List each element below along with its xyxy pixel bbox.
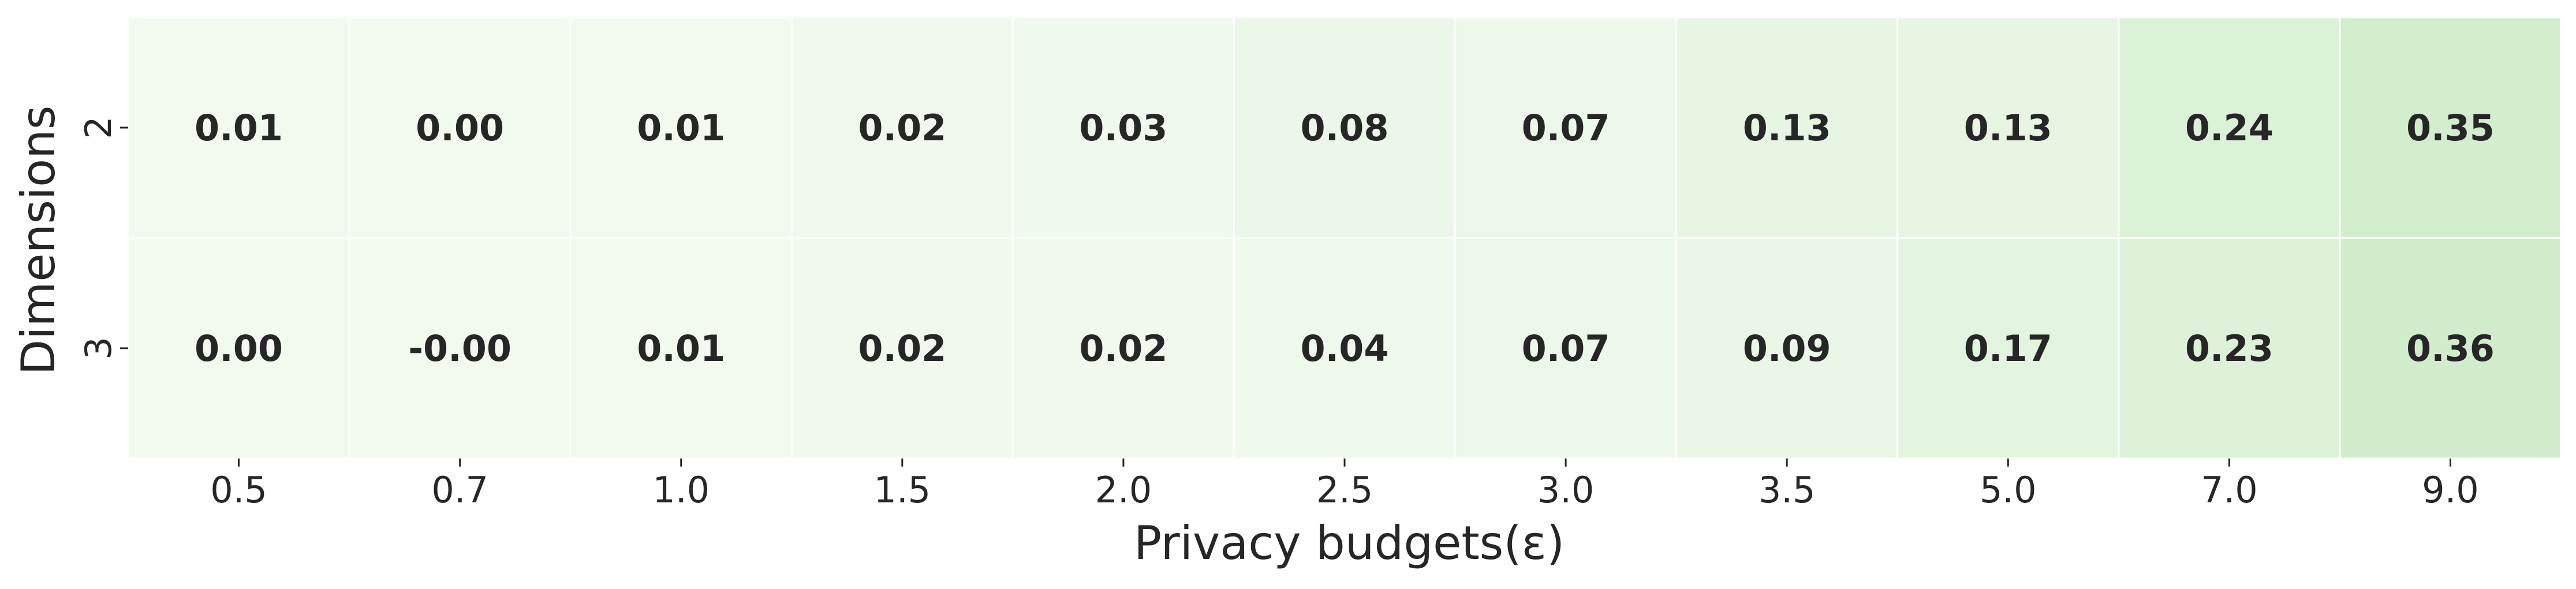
x-tick-label: 1.0: [652, 469, 710, 511]
heatmap-cell-value: 0.08: [1301, 107, 1389, 149]
heatmap-cell-value: 0.01: [637, 107, 725, 149]
heatmap-cell-value: 0.01: [637, 327, 725, 370]
heatmap-cell: [1896, 237, 2120, 460]
heatmap-cell: [1011, 237, 1235, 460]
heatmap-cell: [348, 237, 572, 460]
x-tick-label: 1.5: [874, 469, 931, 511]
heatmap-cell-value: 0.07: [1522, 107, 1610, 149]
x-tick-label: 5.0: [1980, 469, 2037, 511]
heatmap-cell: [348, 16, 572, 239]
x-axis-label: Privacy budgets(ε): [1134, 516, 1565, 570]
heatmap-cell-value: 0.02: [1079, 327, 1167, 370]
heatmap-cell-value: 0.00: [416, 107, 504, 149]
y-tick-label: 2: [77, 116, 120, 139]
heatmap-cell-value: 0.00: [195, 327, 283, 370]
x-tick-label: 3.0: [1537, 469, 1595, 511]
x-tick-label: 9.0: [2422, 469, 2479, 511]
y-axis-label: Dimensions: [12, 106, 65, 375]
heatmap-cell-value: 0.09: [1743, 327, 1831, 370]
heatmap-cell-value: 0.07: [1522, 327, 1610, 370]
heatmap-cell: [569, 237, 793, 460]
heatmap-cell-value: 0.13: [1743, 107, 1831, 149]
heatmap-cell: [127, 16, 350, 239]
heatmap-cell: [790, 237, 1014, 460]
heatmap-cell-value: 0.24: [2185, 107, 2273, 149]
heatmap-cell-value: 0.23: [2185, 327, 2273, 370]
x-tick-label: 7.0: [2201, 469, 2258, 511]
heatmap-cell-labels: 0.01 0.00 0.01 0.02 0.03 0.08 0.07 0.13 0.13 0.24…: [195, 107, 2495, 370]
x-tick-label: 2.5: [1316, 469, 1373, 511]
x-tick-label: 3.5: [1759, 469, 1816, 511]
heatmap-cell: [1233, 237, 1457, 460]
x-axis-ticks: 0.5 0.7 1.0 1.5 2.0 2.5 3.0 3.5 5.0 7.0 9.0: [210, 458, 2479, 511]
heatmap-cell: [1011, 16, 1235, 239]
heatmap-cell-value: -0.00: [408, 327, 512, 370]
heatmap-cell-value: 0.17: [1964, 327, 2052, 370]
y-tick-label: 3: [77, 337, 120, 359]
heatmap-cell-value: 0.13: [1964, 107, 2052, 149]
heatmap-cell: [2339, 237, 2562, 460]
heatmap-cell: [2118, 237, 2341, 460]
x-tick-label: 0.7: [431, 469, 488, 511]
heatmap-cell: [2118, 16, 2341, 239]
heatmap-cell-value: 0.02: [858, 327, 946, 370]
heatmap-cell: [1233, 16, 1457, 239]
heatmap-cell: [2339, 16, 2562, 239]
heatmap-cell: [569, 16, 793, 239]
heatmap-cell-value: 0.02: [858, 107, 946, 149]
heatmap-cell: [790, 16, 1014, 239]
heatmap-cells: [127, 16, 2562, 460]
heatmap-cell: [1675, 16, 1899, 239]
heatmap-cell-value: 0.03: [1079, 107, 1167, 149]
heatmap-cell: [1675, 237, 1899, 460]
x-tick-label: 2.0: [1095, 469, 1152, 511]
heatmap-cell: [127, 237, 350, 460]
heatmap-cell-value: 0.35: [2406, 107, 2495, 149]
y-axis-ticks: 23: [77, 116, 128, 360]
heatmap-cell-value: 0.01: [195, 107, 283, 149]
x-tick-label: 0.5: [210, 469, 267, 511]
heatmap-cell-value: 0.36: [2406, 327, 2495, 370]
heatmap-cell-value: 0.04: [1301, 327, 1389, 370]
heatmap-cell: [1454, 237, 1678, 460]
